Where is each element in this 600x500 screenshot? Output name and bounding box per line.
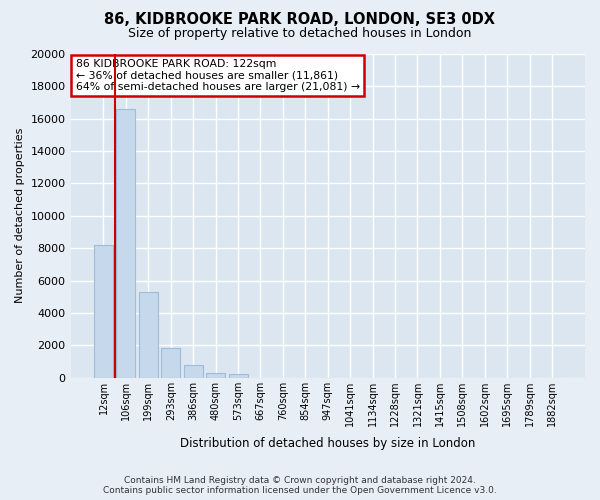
Bar [161,348,180,378]
Bar [184,366,203,378]
Text: 86, KIDBROOKE PARK ROAD, LONDON, SE3 0DX: 86, KIDBROOKE PARK ROAD, LONDON, SE3 0DX [104,12,496,28]
X-axis label: Distribution of detached houses by size in London: Distribution of detached houses by size … [180,437,475,450]
Bar [229,374,248,378]
Text: Contains HM Land Registry data © Crown copyright and database right 2024.
Contai: Contains HM Land Registry data © Crown c… [103,476,497,495]
Bar [94,245,113,378]
Y-axis label: Number of detached properties: Number of detached properties [15,128,25,304]
Text: 86 KIDBROOKE PARK ROAD: 122sqm
← 36% of detached houses are smaller (11,861)
64%: 86 KIDBROOKE PARK ROAD: 122sqm ← 36% of … [76,59,360,92]
Bar [206,373,225,378]
Bar [116,109,136,378]
Bar [139,292,158,378]
Text: Size of property relative to detached houses in London: Size of property relative to detached ho… [128,28,472,40]
